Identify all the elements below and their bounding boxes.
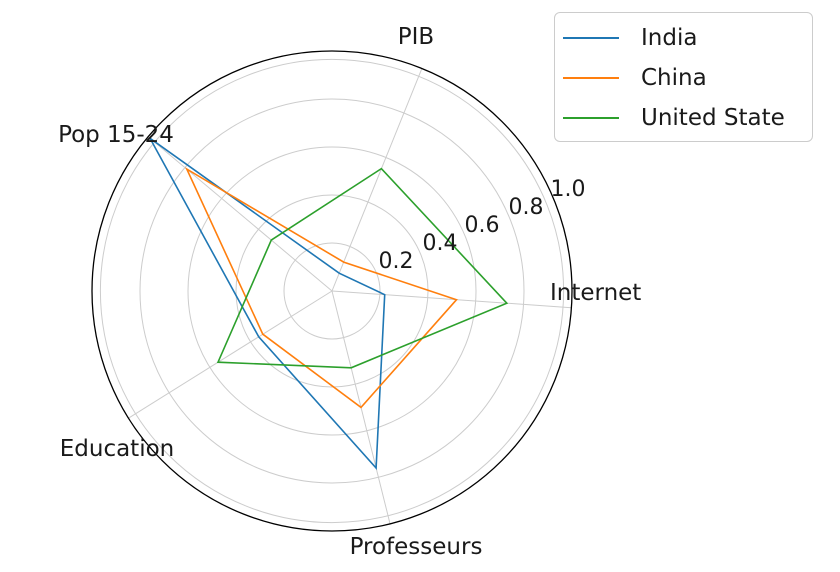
axis-label-professeurs: Professeurs xyxy=(350,534,483,560)
spoke-0 xyxy=(331,290,572,309)
legend-label-united-state: United State xyxy=(641,105,785,131)
grid-ring-3 xyxy=(139,98,525,484)
legend-label-india: India xyxy=(641,25,698,51)
series-line-united-state xyxy=(216,167,509,369)
legend-swatch-china xyxy=(563,77,619,79)
axis-label-pop-15-24: Pop 15-24 xyxy=(58,122,174,148)
legend-item-india: India xyxy=(563,23,697,53)
grid-ring-2 xyxy=(187,146,477,436)
grid-ring-4 xyxy=(99,58,565,524)
tick-label-0-2: 0.2 xyxy=(379,249,414,274)
legend-swatch-india xyxy=(563,37,619,39)
legend: India China United State xyxy=(554,12,813,142)
legend-label-china: China xyxy=(641,65,707,91)
series-line-china xyxy=(185,167,458,409)
axis-labels: Internet PIB Pop 15-24 Education Profess… xyxy=(58,24,641,560)
spoke-1 xyxy=(331,68,423,292)
spoke-2 xyxy=(147,136,333,292)
legend-item-united-state: United State xyxy=(563,103,785,133)
tick-label-1-0: 1.0 xyxy=(551,177,586,202)
radial-tick-labels: 0.2 0.4 0.6 0.8 1.0 xyxy=(379,177,586,274)
tick-label-0-4: 0.4 xyxy=(423,231,458,256)
series-line-india xyxy=(149,137,386,470)
axis-label-education: Education xyxy=(60,436,175,462)
spoke-3 xyxy=(128,290,333,419)
axis-label-internet: Internet xyxy=(550,280,641,306)
legend-swatch-united-state xyxy=(563,117,619,119)
tick-label-0-6: 0.6 xyxy=(465,213,500,238)
series-lines xyxy=(149,137,509,470)
outer-frame xyxy=(91,50,573,532)
grid-ring-0 xyxy=(283,242,381,340)
legend-item-china: China xyxy=(563,63,707,93)
axis-label-pib: PIB xyxy=(398,24,434,50)
radial-grid xyxy=(99,58,565,524)
tick-label-0-8: 0.8 xyxy=(509,195,544,220)
